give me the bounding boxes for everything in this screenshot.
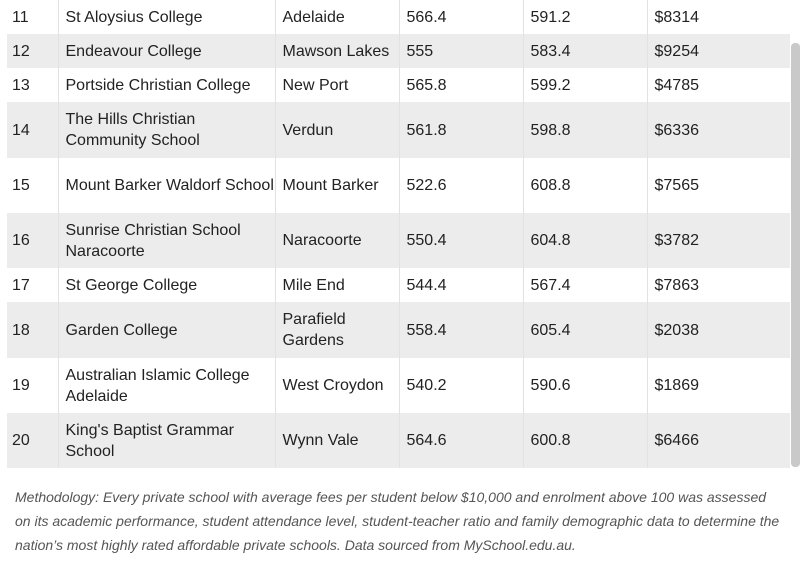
score-b-cell: 591.2 (522, 0, 647, 34)
school-cell: Mount Barker Waldorf School (57, 158, 275, 213)
table-row: 15 Mount Barker Waldorf School Mount Bar… (7, 158, 790, 213)
school-cell: Sunrise Christian School Naracoorte (57, 213, 275, 268)
score-a-cell: 564.6 (398, 413, 523, 468)
schools-table: 11 St Aloysius College Adelaide 566.4 59… (7, 0, 790, 468)
rank-cell: 17 (12, 276, 30, 294)
score-b-cell: 599.2 (522, 68, 647, 102)
fees-cell: $7565 (646, 158, 790, 213)
fees-cell: $3782 (646, 213, 790, 268)
score-b-cell: 605.4 (522, 302, 647, 358)
table-row: 20 King's Baptist Grammar School Wynn Va… (7, 413, 790, 468)
score-b-cell: 567.4 (522, 268, 647, 302)
location-cell: Parafield Gardens (274, 302, 399, 358)
score-a-cell: 566.4 (398, 0, 523, 34)
rank-cell: 15 (12, 177, 30, 194)
score-b-cell: 598.8 (522, 102, 647, 158)
rank-cell: 19 (12, 377, 30, 394)
location-cell: West Croydon (274, 358, 399, 413)
fees-cell: $6336 (646, 102, 790, 158)
school-cell: King's Baptist Grammar School (57, 413, 275, 468)
score-a-cell: 565.8 (398, 68, 523, 102)
rank-cell: 16 (12, 232, 30, 249)
table-row: 14 The Hills Christian Community School … (7, 102, 790, 158)
rank-cell: 11 (12, 8, 29, 26)
location-cell: New Port (274, 68, 399, 102)
score-b-cell: 608.8 (522, 158, 647, 213)
location-cell: Verdun (274, 102, 399, 158)
school-cell: St George College (57, 268, 275, 302)
score-b-cell: 583.4 (522, 34, 647, 68)
score-a-cell: 544.4 (398, 268, 523, 302)
table-row: 17 St George College Mile End 544.4 567.… (7, 268, 790, 302)
rank-cell: 14 (12, 121, 30, 139)
table-row: 16 Sunrise Christian School Naracoorte N… (7, 213, 790, 268)
score-a-cell: 555 (398, 34, 523, 68)
fees-cell: $2038 (646, 302, 790, 358)
fees-cell: $4785 (646, 68, 790, 102)
score-a-cell: 540.2 (398, 358, 523, 413)
location-cell: Mile End (274, 268, 399, 302)
table-row: 13 Portside Christian College New Port 5… (7, 68, 790, 102)
score-b-cell: 600.8 (522, 413, 647, 468)
school-cell: Garden College (57, 302, 275, 358)
school-cell: Australian Islamic College Adelaide (57, 358, 275, 413)
score-a-cell: 522.6 (398, 158, 523, 213)
location-cell: Adelaide (274, 0, 399, 34)
table-row: 12 Endeavour College Mawson Lakes 555 58… (7, 34, 790, 68)
location-cell: Naracoorte (274, 213, 399, 268)
rank-cell: 20 (12, 432, 30, 449)
score-b-cell: 590.6 (522, 358, 647, 413)
fees-cell: $1869 (646, 358, 790, 413)
fees-cell: $6466 (646, 413, 790, 468)
table-row: 11 St Aloysius College Adelaide 566.4 59… (7, 0, 790, 34)
rank-cell: 12 (12, 42, 30, 60)
school-cell: Endeavour College (57, 34, 275, 68)
vertical-scrollbar[interactable] (791, 43, 800, 467)
score-a-cell: 550.4 (398, 213, 523, 268)
fees-cell: $8314 (646, 0, 790, 34)
score-b-cell: 604.8 (522, 213, 647, 268)
school-cell: The Hills Christian Community School (57, 102, 275, 158)
location-cell: Mount Barker (274, 158, 399, 213)
school-cell: Portside Christian College (57, 68, 275, 102)
score-a-cell: 558.4 (398, 302, 523, 358)
rank-cell: 13 (12, 76, 30, 94)
score-a-cell: 561.8 (398, 102, 523, 158)
fees-cell: $9254 (646, 34, 790, 68)
table-row: 18 Garden College Parafield Gardens 558.… (7, 302, 790, 358)
table-row: 19 Australian Islamic College Adelaide W… (7, 358, 790, 413)
school-cell: St Aloysius College (57, 0, 275, 34)
location-cell: Wynn Vale (274, 413, 399, 468)
fees-cell: $7863 (646, 268, 790, 302)
location-cell: Mawson Lakes (274, 34, 399, 68)
rank-cell: 18 (12, 321, 30, 339)
methodology-note: Methodology: Every private school with a… (15, 489, 780, 553)
